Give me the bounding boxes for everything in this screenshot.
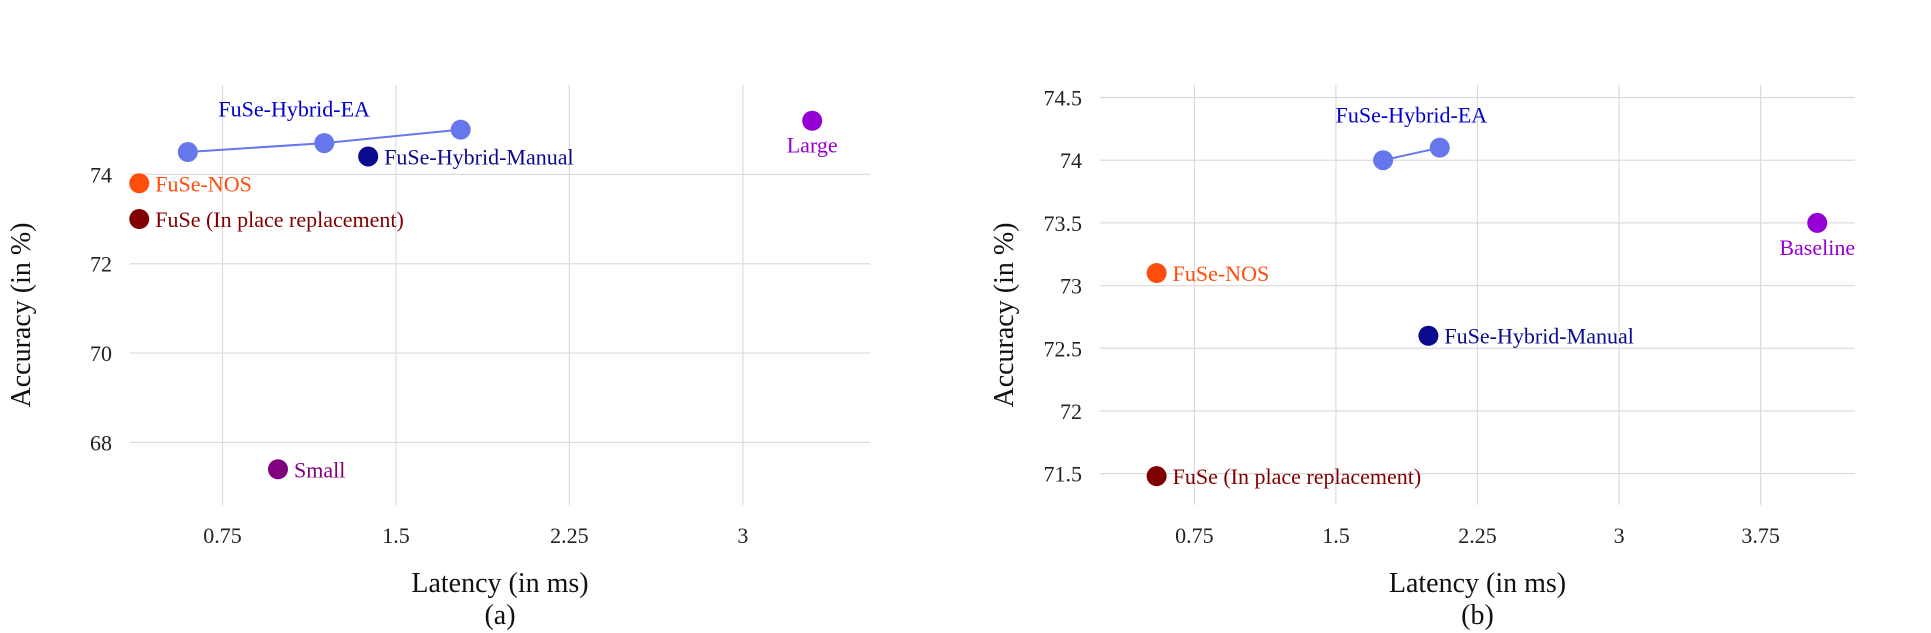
- data-point: [314, 133, 335, 154]
- data-point: [129, 209, 150, 230]
- data-point: [450, 119, 471, 140]
- y-tick-label: 74.5: [1044, 86, 1083, 111]
- point-label: FuSe (In place replacement): [155, 207, 404, 232]
- data-point: [268, 459, 288, 480]
- point-label: FuSe-NOS: [155, 171, 252, 196]
- y-tick-label: 68: [90, 430, 112, 455]
- x-tick-label: 2.25: [1458, 523, 1497, 548]
- y-tick-label: 74: [1060, 148, 1082, 173]
- point-label: FuSe (In place replacement): [1173, 464, 1422, 489]
- data-point: [1429, 137, 1450, 158]
- x-tick-label: 1.5: [382, 523, 410, 548]
- y-tick-label: 70: [90, 341, 112, 366]
- x-tick-label: 3: [737, 523, 748, 548]
- series-annotation: FuSe-Hybrid-EA: [218, 96, 370, 121]
- chart-panel-b: 0.75 1.5 2.25 3 3.75 71.5 72 72.5 73 73.5 74 74.5 La…: [989, 85, 1855, 631]
- x-tick-label: 2.25: [550, 523, 589, 548]
- y-tick-label: 72: [1060, 399, 1082, 424]
- point-label: Baseline: [1779, 235, 1855, 260]
- x-tick-label: 3: [1614, 523, 1625, 548]
- data-point: [1418, 325, 1439, 346]
- data-point: [177, 142, 198, 163]
- data-point: [358, 146, 379, 167]
- data-point: [1146, 466, 1167, 487]
- y-axis-title: Accuracy (in %): [6, 222, 37, 407]
- y-tick-label: 73.5: [1044, 211, 1083, 236]
- y-tick-label: 73: [1060, 274, 1082, 299]
- point-label: Small: [294, 457, 345, 482]
- x-tick-label: 0.75: [203, 523, 242, 548]
- point-label: FuSe-Hybrid-Manual: [384, 144, 573, 169]
- point-label: Large: [787, 133, 838, 158]
- y-tick-label: 74: [90, 162, 112, 187]
- data-point: [1373, 150, 1394, 171]
- y-tick-label: 72: [90, 252, 112, 277]
- x-tick-label: 3.75: [1741, 523, 1780, 548]
- chart-panel-a: 0.75 1.5 2.25 3 68 70 72 74 Latency (in ms) Accur…: [6, 85, 870, 631]
- series-annotation: FuSe-Hybrid-EA: [1336, 103, 1488, 128]
- y-tick-label: 71.5: [1044, 462, 1083, 487]
- data-point: [129, 173, 150, 194]
- y-axis-title: Accuracy (in %): [989, 222, 1020, 407]
- panel-caption: (a): [484, 600, 515, 631]
- x-tick-label: 0.75: [1175, 523, 1214, 548]
- x-axis-title: Latency (in ms): [411, 568, 588, 599]
- point-label: FuSe-Hybrid-Manual: [1444, 324, 1633, 349]
- point-label: FuSe-NOS: [1173, 261, 1270, 286]
- panel-caption: (b): [1461, 600, 1494, 631]
- y-tick-label: 72.5: [1044, 336, 1083, 361]
- x-axis-title: Latency (in ms): [1389, 568, 1566, 599]
- data-point: [802, 110, 823, 131]
- data-point: [1807, 212, 1828, 233]
- data-point: [1146, 263, 1167, 284]
- x-tick-label: 1.5: [1322, 523, 1350, 548]
